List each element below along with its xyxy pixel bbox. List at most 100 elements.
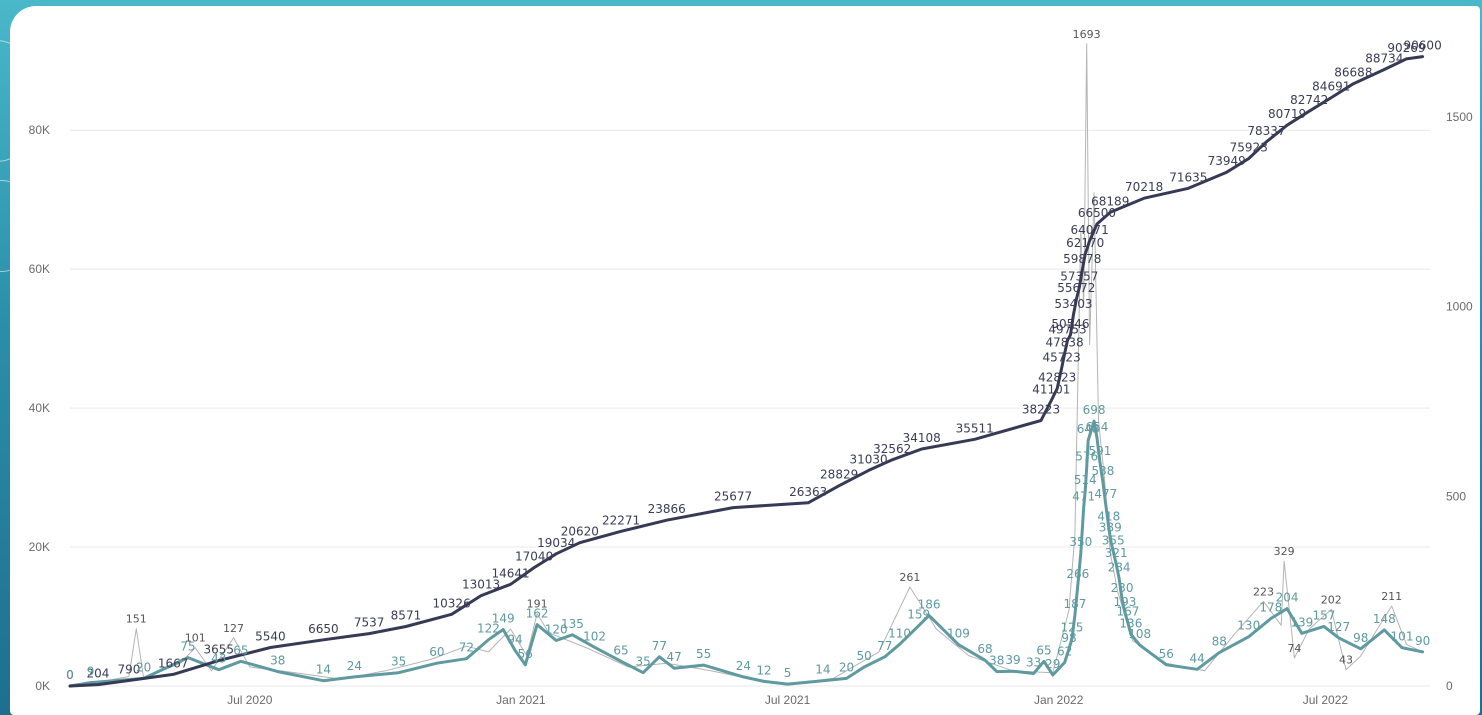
data-label: 389 bbox=[1099, 520, 1122, 534]
y-left-tick-label: 80K bbox=[29, 123, 50, 137]
data-label: 698 bbox=[1083, 403, 1106, 417]
series-line-1 bbox=[68, 419, 1425, 688]
data-label: 24 bbox=[347, 659, 362, 673]
data-label: 19034 bbox=[537, 536, 575, 550]
data-label: 24 bbox=[736, 659, 751, 673]
data-label: 77 bbox=[877, 639, 892, 653]
data-label: 64071 bbox=[1071, 223, 1109, 237]
data-label: 211 bbox=[1381, 590, 1402, 603]
data-label: 41101 bbox=[1032, 382, 1070, 396]
y-left-tick-label: 60K bbox=[29, 262, 50, 276]
data-label: 790 bbox=[117, 663, 140, 677]
data-label: 47 bbox=[666, 650, 681, 664]
y-left-tick-label: 0K bbox=[35, 679, 50, 693]
data-label: 0 bbox=[66, 668, 74, 682]
y-axis-right: 0 500 1000 1500 bbox=[1446, 110, 1473, 693]
data-label: 60 bbox=[429, 645, 444, 659]
data-label: 90269 bbox=[1387, 41, 1425, 55]
data-label: 72 bbox=[459, 641, 474, 655]
data-label: 223 bbox=[1253, 585, 1274, 598]
data-label: 70218 bbox=[1125, 180, 1163, 194]
data-label: 127 bbox=[223, 622, 244, 635]
data-label: 57357 bbox=[1060, 270, 1098, 284]
data-label: 122 bbox=[477, 622, 500, 636]
data-label: 82742 bbox=[1290, 93, 1328, 107]
data-label: 98 bbox=[1061, 631, 1076, 645]
data-label: 110 bbox=[888, 626, 911, 640]
data-label: 42823 bbox=[1038, 370, 1076, 384]
data-label: 56 bbox=[1159, 647, 1174, 661]
data-label: 186 bbox=[918, 597, 941, 611]
x-tick-label: Jan 2021 bbox=[496, 693, 546, 707]
data-label: 43 bbox=[211, 652, 226, 666]
data-label: 127 bbox=[1327, 620, 1350, 634]
data-label: 84691 bbox=[1312, 80, 1350, 94]
data-label: 14 bbox=[815, 663, 830, 677]
data-label: 38 bbox=[989, 654, 1004, 668]
data-label: 136 bbox=[1119, 616, 1142, 630]
data-label: 149 bbox=[492, 611, 515, 625]
data-label: 43 bbox=[1339, 654, 1353, 667]
data-label: 90600 bbox=[1404, 39, 1442, 53]
chart-card: 0K 20K 40K 60K 80K 0 500 1000 1500 Jul 2020 Jan … bbox=[10, 6, 1480, 715]
data-label: 6650 bbox=[308, 622, 339, 636]
y-right-tick-label: 1000 bbox=[1446, 300, 1473, 314]
data-label: 648 bbox=[1077, 422, 1100, 436]
x-tick-label: Jul 2021 bbox=[765, 693, 811, 707]
series-line-0 bbox=[68, 55, 1425, 688]
data-label: 148 bbox=[1373, 612, 1396, 626]
data-label: 35 bbox=[391, 655, 406, 669]
data-label: 187 bbox=[1063, 597, 1086, 611]
data-label: 90 bbox=[1415, 634, 1430, 648]
data-label: 108 bbox=[1128, 627, 1151, 641]
data-label: 55672 bbox=[1057, 281, 1095, 295]
gridlines bbox=[70, 129, 1430, 687]
data-label: 77 bbox=[652, 639, 667, 653]
y-left-tick-label: 20K bbox=[29, 540, 50, 554]
data-label: 576 bbox=[1075, 450, 1098, 464]
data-label: 88734 bbox=[1365, 52, 1403, 66]
data-label: 59878 bbox=[1063, 252, 1101, 266]
data-label: 55 bbox=[696, 647, 711, 661]
data-label: 38 bbox=[270, 654, 285, 668]
data-label: 202 bbox=[1321, 593, 1342, 606]
data-label: 62 bbox=[1057, 644, 1072, 658]
data-label: 34108 bbox=[903, 431, 941, 445]
data-label: 157 bbox=[1312, 608, 1335, 622]
data-label: 159 bbox=[907, 608, 930, 622]
data-label: 14641 bbox=[491, 566, 529, 580]
data-label: 125 bbox=[1060, 621, 1083, 635]
data-label: 101 bbox=[1391, 630, 1414, 644]
data-label: 23866 bbox=[648, 502, 686, 516]
data-label: 71635 bbox=[1169, 170, 1207, 184]
data-label: 151 bbox=[126, 613, 147, 626]
data-label: 130 bbox=[1237, 619, 1260, 633]
data-label: 538 bbox=[1091, 464, 1114, 478]
data-label: 75923 bbox=[1230, 141, 1268, 155]
data-label: 13013 bbox=[462, 578, 500, 592]
data-label: 68189 bbox=[1091, 194, 1129, 208]
data-label: 35511 bbox=[956, 421, 994, 435]
data-label: 80719 bbox=[1268, 107, 1306, 121]
data-label: 75 bbox=[180, 640, 195, 654]
data-label: 102 bbox=[583, 629, 606, 643]
data-label: 94 bbox=[507, 632, 522, 646]
y-right-tick-label: 0 bbox=[1446, 679, 1453, 693]
data-label: 39 bbox=[1005, 653, 1020, 667]
data-label: 321 bbox=[1105, 546, 1128, 560]
data-label: 654 bbox=[1086, 420, 1109, 434]
data-label: 7537 bbox=[354, 616, 385, 630]
data-label: 101 bbox=[185, 632, 206, 645]
data-label: 139 bbox=[1290, 615, 1313, 629]
data-label: 10326 bbox=[433, 596, 471, 610]
data-label: 204 bbox=[1276, 591, 1299, 605]
data-label: 284 bbox=[1108, 560, 1131, 574]
data-label: 53403 bbox=[1054, 297, 1092, 311]
data-label: 65 bbox=[233, 643, 248, 657]
data-label: 5540 bbox=[255, 630, 286, 644]
data-label: 17040 bbox=[515, 550, 553, 564]
data-label: 418 bbox=[1097, 509, 1120, 523]
data-label: 25677 bbox=[714, 490, 752, 504]
data-label: 477 bbox=[1094, 487, 1117, 501]
data-label: 471 bbox=[1072, 489, 1095, 503]
